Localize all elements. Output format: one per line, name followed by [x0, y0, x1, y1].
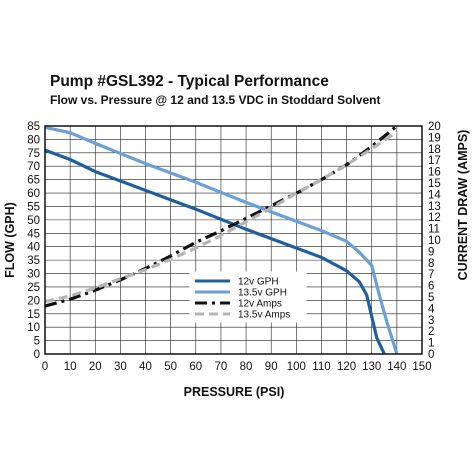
x-tick-label: 140: [387, 361, 406, 373]
series-line-12v-gph: [44, 148, 386, 355]
y-tick-label: 80: [27, 134, 40, 146]
y2-tick-label: 3: [428, 315, 434, 327]
y2-tick-label: 12: [428, 212, 441, 224]
y-tick-label: 75: [27, 148, 40, 160]
legend-label: 12v GPH: [238, 277, 279, 288]
series-line-13-5v-gph: [44, 125, 399, 355]
y-tick-label: 0: [34, 349, 40, 361]
y2-tick-label: 13: [428, 201, 441, 213]
x-tick-label: 120: [337, 361, 356, 373]
y2-tick-label: 4: [428, 303, 435, 315]
x-tick-label: 50: [164, 361, 177, 373]
y-tick-label: 25: [27, 282, 40, 294]
x-tick-label: 130: [362, 361, 381, 373]
y-tick-label: 50: [27, 215, 40, 227]
y2-tick-label: 1: [428, 338, 434, 350]
y-tick-label: 60: [27, 188, 40, 200]
x-tick-label: 70: [215, 361, 228, 373]
y2-tick-label: 17: [428, 155, 441, 167]
x-tick-label: 20: [89, 361, 102, 373]
series-layer: [44, 124, 399, 355]
y2-tick-label: 20: [428, 121, 441, 133]
y-tick-label: 30: [27, 269, 40, 281]
x-axis-label: PRESSURE (PSI): [184, 385, 285, 399]
x-tick-label: 150: [412, 361, 431, 373]
y2-tick-label: 14: [428, 189, 441, 201]
x-tick-label: 10: [64, 361, 77, 373]
x-tick-label: 80: [240, 361, 253, 373]
x-tick-label: 0: [42, 361, 48, 373]
y2-tick-label: 19: [428, 132, 441, 144]
chart-subtitle: Flow vs. Pressure @ 12 and 13.5 VDC in S…: [50, 93, 380, 107]
x-tick-label: 30: [114, 361, 127, 373]
y2-tick-label: 2: [428, 326, 434, 338]
y-tick-label: 40: [27, 242, 40, 254]
x-tick-label: 110: [312, 361, 330, 373]
legend-label: 13.5v GPH: [238, 288, 287, 299]
y-tick-label: 20: [27, 295, 40, 307]
y2-tick-label: 5: [428, 292, 434, 304]
chart-title: Pump #GSL392 - Typical Performance: [50, 73, 329, 90]
y-tick-label: 65: [27, 175, 40, 187]
y-tick-label: 10: [27, 322, 40, 334]
y-tick-label: 85: [27, 121, 40, 133]
y-tick-label: 35: [27, 255, 40, 267]
y2-axis-label: CURRENT DRAW (AMPS): [456, 130, 470, 281]
y2-tick-label: 10: [428, 235, 441, 247]
y-axis-label: FLOW (GPH): [3, 202, 17, 278]
y2-tick-label: 11: [428, 224, 440, 236]
y2-tick-label: 16: [428, 167, 441, 179]
series-line-12v-amps: [44, 124, 398, 308]
y2-tick-label: 15: [428, 178, 441, 190]
y-tick-label: 70: [27, 161, 40, 173]
y2-tick-label: 0: [428, 349, 434, 361]
y-tick-label: 5: [34, 336, 40, 348]
y-tick-label: 55: [27, 201, 40, 213]
y2-tick-label: 6: [428, 281, 434, 293]
series-line-13-5v-amps: [44, 130, 398, 304]
y2-tick-label: 9: [428, 246, 434, 258]
legend-label: 12v Amps: [238, 299, 282, 310]
y2-tick-label: 7: [428, 269, 434, 281]
x-tick-label: 60: [189, 361, 202, 373]
y-tick-label: 45: [27, 228, 40, 240]
x-tick-labels: 0 10 20 30 40 50 60 70 80 90 100 110 120 130 140 150: [42, 361, 432, 373]
y-tick-label: 15: [27, 309, 40, 321]
x-tick-label: 90: [265, 361, 278, 373]
y2-tick-label: 18: [428, 144, 441, 156]
x-tick-label: 100: [287, 361, 306, 373]
x-tick-label: 40: [139, 361, 152, 373]
plot-frame: [44, 125, 423, 355]
legend-label: 13.5v Amps: [238, 310, 290, 321]
y2-tick-label: 8: [428, 258, 434, 270]
